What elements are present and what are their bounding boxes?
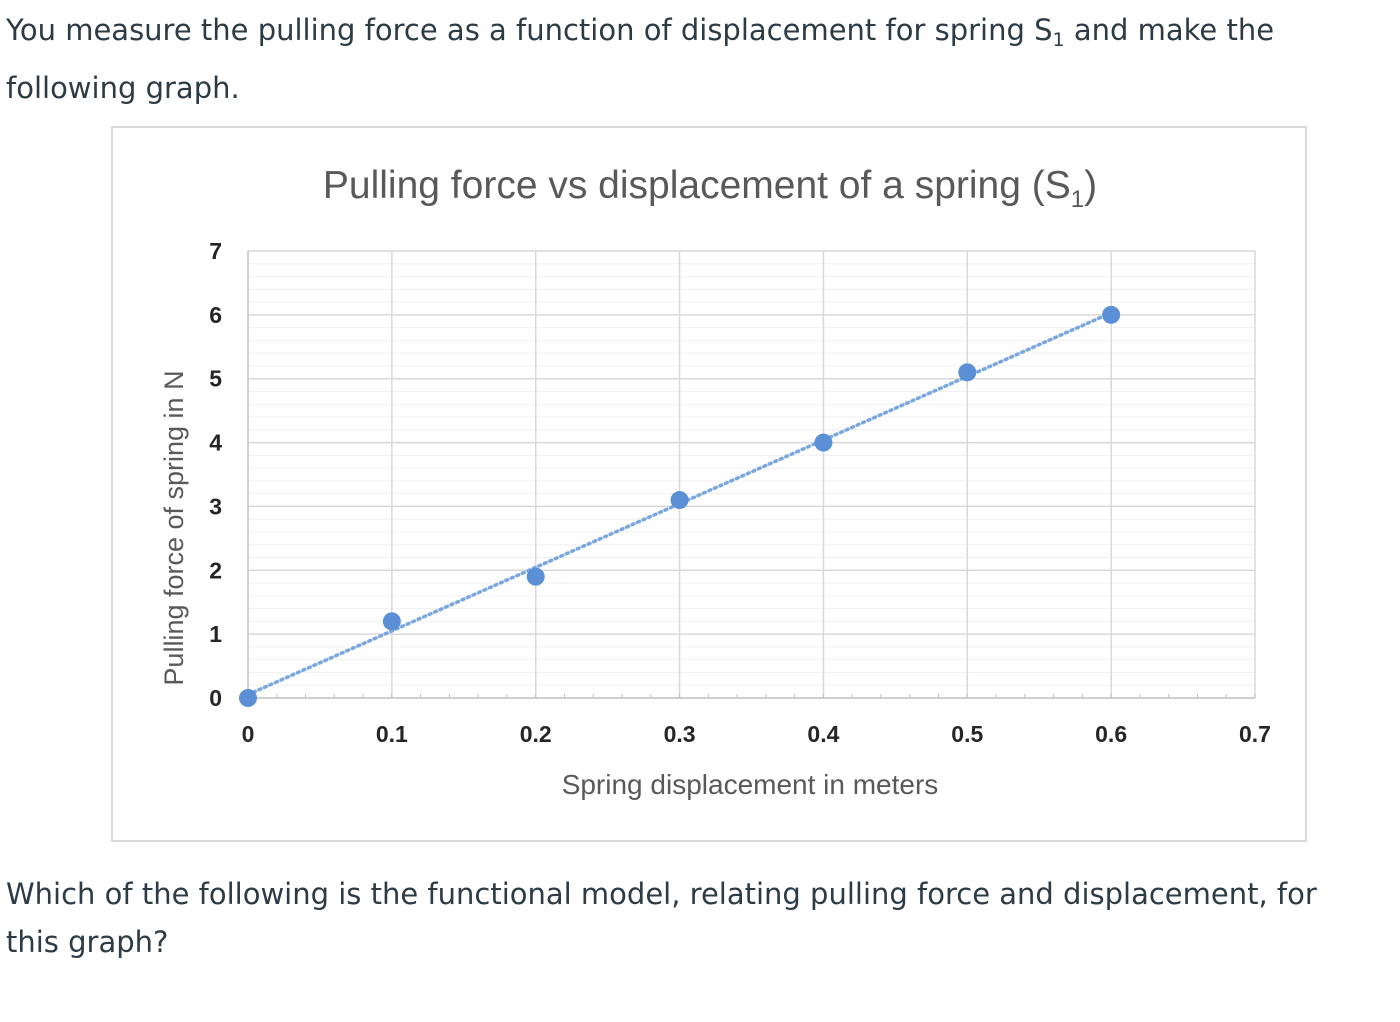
y-tick-label: 5	[209, 366, 222, 392]
chart-title-subscript: 1	[1071, 186, 1084, 213]
question-paragraph: Which of the following is the functional…	[6, 877, 1317, 959]
data-point	[958, 363, 977, 382]
intro-subscript: 1	[1052, 29, 1065, 51]
y-tick-label: 0	[209, 685, 222, 711]
x-tick-label: 0.5	[951, 721, 983, 747]
data-point	[1102, 305, 1121, 324]
chart-svg: 0 1 2 3 4 5 6 7 0 0.1 0.2 0.3 0.4 0.5 0.6 0.7 Pulling f…	[159, 164, 1271, 800]
chart-title-suffix: )	[1084, 164, 1097, 207]
x-tick-label: 0.4	[807, 721, 839, 747]
y-tick-label: 1	[209, 621, 222, 647]
data-point	[814, 433, 833, 452]
intro-paragraph: You measure the pulling force as a funct…	[6, 6, 1376, 112]
y-tick-label: 3	[209, 493, 222, 519]
y-axis-label: Pulling force of spring in N	[159, 370, 189, 685]
intro-text-after: and make the following graph.	[6, 13, 1275, 105]
chart-title-text: Pulling force vs displacement of a sprin…	[323, 164, 1071, 207]
chart-frame: 0 1 2 3 4 5 6 7 0 0.1 0.2 0.3 0.4 0.5 0.6 0.7 Pulling f…	[111, 126, 1307, 842]
y-tick-label: 2	[209, 557, 222, 583]
minor-gridlines	[248, 263, 1255, 686]
data-points	[239, 305, 1121, 707]
x-tick-label: 0.3	[664, 721, 696, 747]
x-tick-label: 0	[242, 721, 255, 747]
data-point	[670, 491, 689, 510]
y-tick-label: 7	[209, 238, 222, 264]
axes	[247, 251, 1256, 699]
x-tick-label: 0.7	[1239, 721, 1271, 747]
major-gridlines	[248, 250, 1256, 698]
y-tick-label: 6	[209, 302, 222, 328]
x-axis-label: Spring displacement in meters	[562, 769, 939, 800]
y-tick-label: 4	[209, 430, 222, 456]
x-tick-label: 0.1	[376, 721, 408, 747]
x-tick-label: 0.6	[1095, 721, 1127, 747]
data-point	[239, 689, 257, 707]
intro-text-before: You measure the pulling force as a funct…	[6, 13, 1053, 47]
tick-labels: 0 1 2 3 4 5 6 7 0 0.1 0.2 0.3 0.4 0.5 0.6 0.7	[209, 238, 1271, 747]
data-point	[526, 567, 545, 586]
chart-title: Pulling force vs displacement of a sprin…	[323, 164, 1097, 213]
x-tick-label: 0.2	[520, 721, 552, 747]
data-point	[382, 612, 401, 631]
